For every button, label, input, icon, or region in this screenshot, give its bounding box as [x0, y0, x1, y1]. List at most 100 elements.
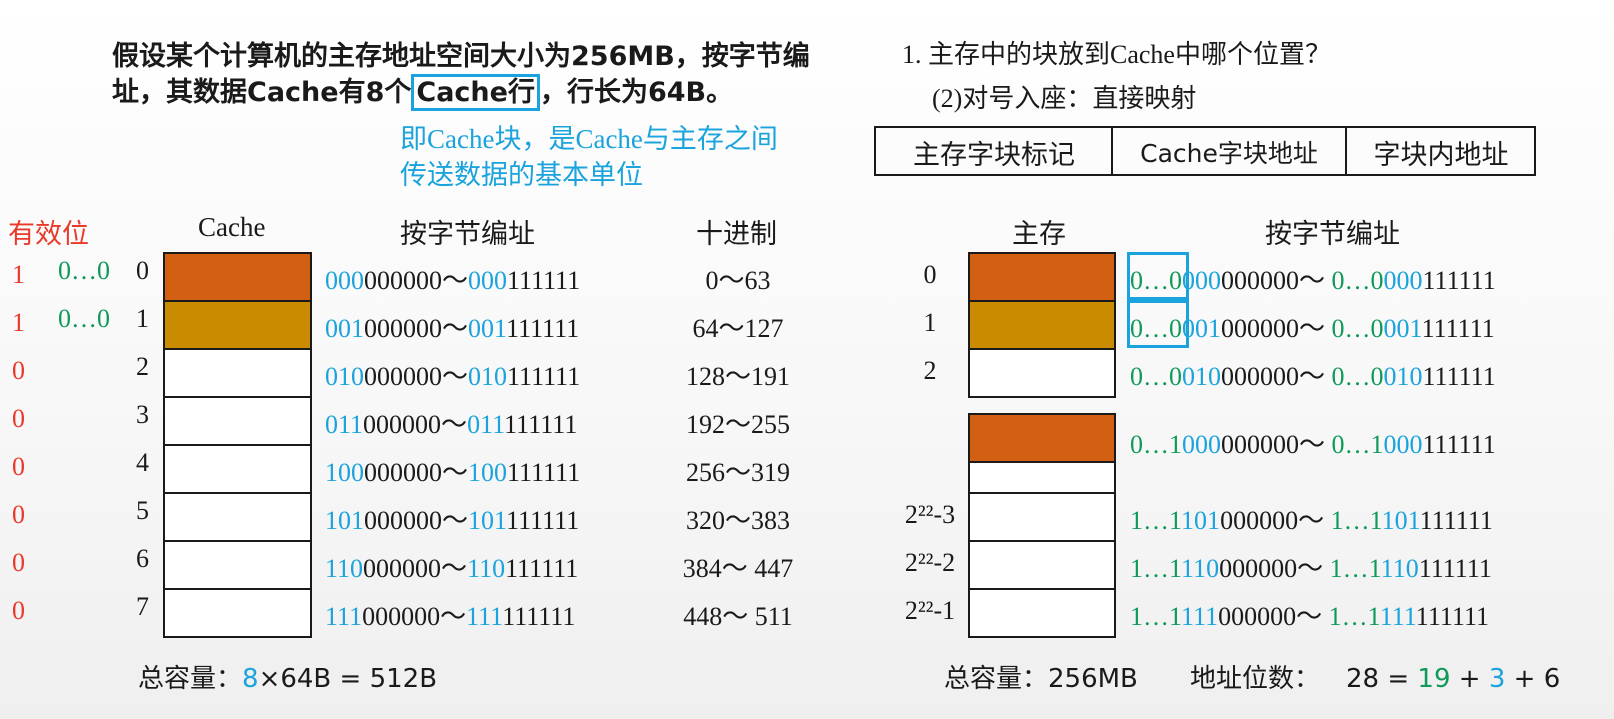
cache-line-address-range: 000000000～000111111 [325, 260, 580, 297]
addr-end-rest: 111111 [507, 362, 581, 391]
addr-start-prefix: 000 [325, 266, 364, 295]
cache-line-address-range: 011000000～011111111 [325, 404, 577, 441]
tag-highlight-row-1 [1127, 300, 1189, 348]
main-index-start: 000 [1182, 430, 1221, 459]
main-tag-start: 0…0 [1130, 314, 1182, 343]
cache-line-address-range: 010000000～010111111 [325, 356, 580, 393]
addr-start-rest: 000000～ [362, 602, 467, 631]
main-block-address-range: 0…0010000000～ 0…0010111111 [1130, 356, 1496, 393]
main-block [968, 588, 1116, 638]
cache-line-term: Cache行 [411, 74, 540, 111]
addr-end-prefix: 111 [466, 602, 503, 631]
main-tag-start: 1…1 [1130, 602, 1182, 631]
addr-start-rest: 000000～ [363, 554, 468, 583]
main-block-label: 0 [923, 260, 937, 289]
cache-line-block [163, 252, 312, 302]
cache-line-decimal-range: 448～ 511 [683, 602, 793, 631]
main-tag-end: 1…1 [1329, 554, 1382, 583]
main-offset-end: 111111 [1422, 266, 1496, 295]
valid-bit: 1 [12, 260, 25, 289]
intro-line-2a: 址，其数据Cache有8个 [112, 77, 412, 108]
main-offset-start: 000000～ [1221, 362, 1332, 391]
cache-line-block [163, 492, 312, 542]
cache-line-address-range: 001000000～001111111 [325, 308, 579, 345]
header-valid-bit: 有效位 [8, 219, 89, 249]
main-block-address-range: 0…0000000000～ 0…0000111111 [1130, 260, 1496, 297]
main-index-end: 111 [1380, 602, 1417, 631]
cache-line-decimal-range: 384～ 447 [682, 554, 794, 583]
main-index-end: 000 [1383, 266, 1423, 295]
main-block-gap [968, 461, 1116, 494]
cache-line-block [163, 300, 312, 350]
main-offset-start: 000000～ [1221, 314, 1332, 343]
main-tag-start: 0…0 [1130, 362, 1182, 391]
addr-end-prefix: 010 [468, 362, 508, 391]
addr-end-prefix: 011 [467, 410, 505, 439]
addr-divider-1 [1111, 126, 1113, 176]
main-index-end: 010 [1383, 362, 1423, 391]
cache-tag: 0…0 [58, 256, 110, 285]
valid-bit: 0 [12, 596, 25, 625]
header-main-memory: 主存 [1012, 219, 1066, 249]
cache-line-index: 7 [136, 592, 149, 621]
addr-end-rest: 111111 [505, 554, 579, 583]
cache-line-decimal-range: 256～319 [685, 458, 790, 487]
addr-end-rest: 111111 [506, 506, 580, 535]
main-block-address-range: 1…1111000000～ 1…1111111111 [1130, 596, 1489, 633]
addr-start-prefix: 100 [325, 458, 364, 487]
addr-end-prefix: 110 [467, 554, 506, 583]
question-subtitle: (2)对号入座：直接映射 [932, 84, 1197, 113]
main-tag-end: 0…0 [1331, 362, 1384, 391]
cache-line-block [163, 348, 312, 398]
question-title: 1. 主存中的块放到Cache中哪个位置？ [902, 40, 1331, 69]
addr-start-prefix: 010 [325, 362, 364, 391]
main-block-label: 2²²-2 [904, 548, 956, 577]
addr-end-prefix: 000 [468, 266, 508, 295]
addr-end-rest: 111111 [507, 266, 581, 295]
cache-capacity-label: 总容量： [138, 664, 243, 694]
main-offset-start: 000000～ [1221, 430, 1332, 459]
cache-line-note-2: 传送数据的基本单位 [400, 160, 643, 190]
address-bits-total: 28 = [1346, 664, 1418, 694]
cache-capacity-rest: ×64B = 512B [258, 664, 438, 694]
main-block [968, 540, 1116, 590]
main-offset-end: 111111 [1422, 362, 1496, 391]
main-tag-end: 0…1 [1331, 430, 1384, 459]
cache-line-index: 3 [136, 400, 149, 429]
cache-line-index: 6 [136, 544, 149, 573]
intro-line-2c: ，行长为64B。 [539, 77, 734, 108]
addr-end-rest: 111111 [504, 410, 578, 439]
header-main-byte-addr: 按字节编址 [1265, 219, 1400, 249]
main-tag-start: 0…1 [1130, 430, 1182, 459]
main-block-address-range: 1…1110000000～ 1…1110111111 [1130, 548, 1492, 585]
address-bits-offset: + 6 [1505, 664, 1561, 694]
cache-line-index: 4 [136, 448, 149, 477]
intro-line-2: 址，其数据Cache有8个 Cache行 ，行长为64B。 [112, 70, 734, 111]
addr-start-rest: 000000～ [363, 410, 468, 439]
header-cache: Cache [198, 212, 266, 242]
main-block-address-range: 0…1000000000～ 0…1000111111 [1130, 424, 1496, 461]
header-decimal: 十进制 [696, 219, 777, 249]
cache-line-decimal-range: 64～127 [692, 314, 784, 343]
main-offset-end: 111111 [1422, 430, 1496, 459]
addr-start-rest: 000000～ [364, 314, 469, 343]
main-block-address-range: 1…1101000000～ 1…1101111111 [1130, 500, 1493, 537]
main-tag-end: 0…0 [1331, 314, 1384, 343]
main-block-label: 1 [923, 308, 937, 337]
valid-bit: 0 [12, 404, 25, 433]
addr-end-prefix: 001 [468, 314, 507, 343]
addr-end-prefix: 100 [468, 458, 508, 487]
cache-line-decimal-range: 128～191 [685, 362, 790, 391]
main-block-address-range: 0…0001000000～ 0…0001111111 [1130, 308, 1495, 345]
cache-line-decimal-range: 192～255 [685, 410, 790, 439]
addr-start-prefix: 110 [325, 554, 364, 583]
cache-line-block [163, 396, 312, 446]
address-bits: 地址位数： 28 = 19 + 3 + 6 [1190, 658, 1560, 695]
valid-bit: 0 [12, 548, 25, 577]
cache-capacity-lines: 8 [242, 664, 259, 694]
tag-highlight-row-0 [1127, 252, 1189, 300]
main-block [968, 348, 1116, 398]
addr-divider-2 [1345, 126, 1347, 176]
addr-start-rest: 000000～ [364, 458, 469, 487]
address-bits-index: 3 [1488, 664, 1506, 694]
